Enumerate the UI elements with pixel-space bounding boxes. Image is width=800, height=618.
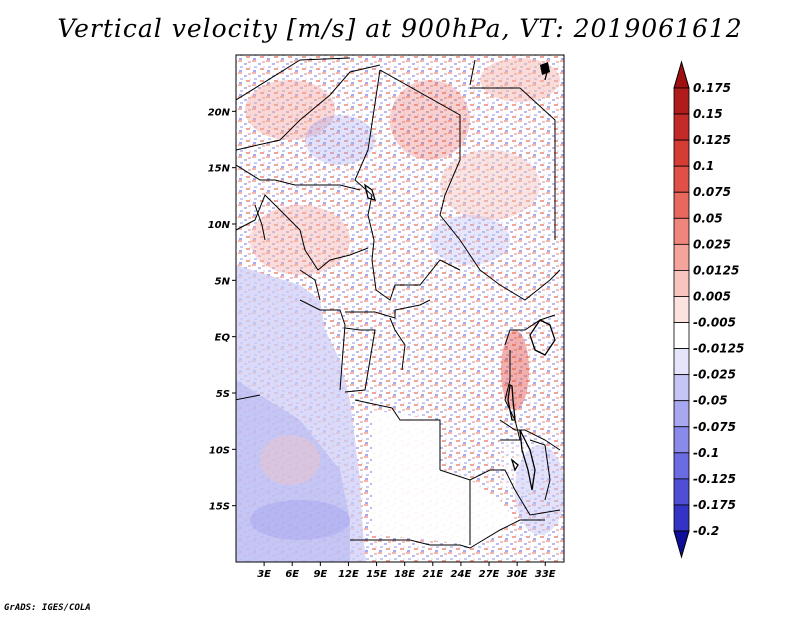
map-frame <box>235 54 565 563</box>
colorbar-label: 0.05 <box>693 211 723 225</box>
colorbar-swatch <box>673 217 690 245</box>
colorbar-top-arrow <box>673 60 690 89</box>
colorbar-label: 0.125 <box>693 133 731 147</box>
country-borders-fill <box>540 62 550 75</box>
lon-tick-label: 6E <box>285 569 299 580</box>
colorbar-swatch <box>673 374 690 402</box>
lat-tick-label: 10S <box>209 445 230 456</box>
colorbar-swatch <box>673 113 690 141</box>
colorbar-swatch <box>673 400 690 428</box>
colorbar-label: 0.15 <box>693 107 723 121</box>
colorbar-bottom-arrow <box>673 530 690 559</box>
colorbar-label: -0.005 <box>693 316 736 330</box>
colorbar-label: -0.1 <box>693 446 719 460</box>
colorbar-swatch <box>673 139 690 167</box>
lat-tick-label: 15S <box>209 502 230 513</box>
lon-tick-label: 18E <box>394 569 415 580</box>
lakes-and-coastlines <box>363 67 556 491</box>
lon-tick-label: 15E <box>366 569 387 580</box>
colorbar-swatch <box>673 322 690 349</box>
colorbar-label: 0.025 <box>693 237 731 251</box>
colorbar-swatch <box>673 504 690 532</box>
colorbar-swatch <box>673 243 690 271</box>
colorbar-label: -0.075 <box>693 420 736 434</box>
colorbar-label: 0.1 <box>693 159 714 173</box>
credit-label: GrADS: IGES/COLA <box>4 603 91 613</box>
colorbar-swatch <box>673 452 690 480</box>
lon-tick-label: 3E <box>257 569 271 580</box>
lon-tick-label: 21E <box>422 569 443 580</box>
colorbar-label: -0.0125 <box>693 342 744 356</box>
lat-tick-label: 10N <box>208 220 231 231</box>
colorbar-swatch <box>673 87 690 115</box>
lon-tick-label: 9E <box>313 569 327 580</box>
colorbar-label: -0.175 <box>693 498 736 512</box>
lon-tick-label: 24E <box>451 569 472 580</box>
chart-title: Vertical velocity [m/s] at 900hPa, VT: 2… <box>57 14 743 43</box>
colorbar-label: 0.005 <box>693 289 731 303</box>
colorbar-label: 0.0125 <box>693 263 739 277</box>
colorbar-swatch <box>673 191 690 219</box>
colorbar-label: 0.175 <box>693 81 731 95</box>
lon-tick-label: 30E <box>507 569 528 580</box>
lat-tick-label: 20N <box>208 107 231 118</box>
colorbar-swatch <box>673 296 690 323</box>
lat-tick-label: EQ <box>215 333 231 344</box>
lat-tick-label: 5N <box>215 276 231 287</box>
lon-tick-label: 33E <box>535 569 556 580</box>
colorbar-swatch <box>673 478 690 506</box>
colorbar-swatch <box>673 165 690 193</box>
colorbar-swatch <box>673 270 690 297</box>
colorbar-swatch <box>673 348 690 376</box>
colorbar-label: -0.2 <box>693 524 719 538</box>
colorbar-label: 0.075 <box>693 185 731 199</box>
colorbar-label: -0.025 <box>693 368 736 382</box>
lon-tick-label: 27E <box>479 569 500 580</box>
colorbar-swatch <box>673 426 690 454</box>
colorbar: 0.175 0.15 0.125 0.1 0.075 0.05 0.025 0.0125 0.0… <box>673 60 744 559</box>
colorbar-label: -0.125 <box>693 472 736 486</box>
colorbar-label: -0.05 <box>693 394 728 408</box>
lon-tick-label: 12E <box>338 569 359 580</box>
lat-tick-label: 5S <box>216 389 230 400</box>
lat-tick-label: 15N <box>208 164 231 175</box>
